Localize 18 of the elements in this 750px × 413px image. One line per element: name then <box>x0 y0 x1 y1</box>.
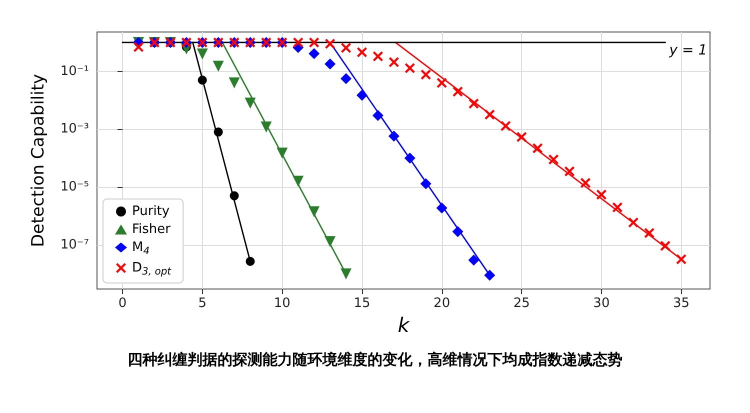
y-tick-label: 10⁻⁷ <box>60 237 89 252</box>
series-label: y = 1 <box>668 42 708 58</box>
x-tick-label: 15 <box>354 296 370 311</box>
text: 四种纠缠判据的探测能力随环境维度的变化，高维情况下均成指数递减态势 <box>128 350 622 368</box>
x-axis-title: k <box>398 313 411 337</box>
x-tick-label: 20 <box>434 296 450 311</box>
y-axis-title: Detection Capability <box>28 74 48 248</box>
x-tick-label: 25 <box>513 296 530 311</box>
x-tick-label: 30 <box>593 296 610 311</box>
x-tick-label: 5 <box>198 296 206 311</box>
x-tick-label: 0 <box>118 296 127 311</box>
legend-label: Purity <box>132 204 170 219</box>
x-tick-label: 35 <box>672 296 690 311</box>
x-tick-label: 10 <box>274 296 290 311</box>
y-tick-label: 10⁻¹ <box>60 64 89 79</box>
legend-label: Fisher <box>132 222 172 237</box>
y-tick-label: 10⁻³ <box>60 122 89 137</box>
y-tick-label: 10⁻⁵ <box>60 180 89 195</box>
